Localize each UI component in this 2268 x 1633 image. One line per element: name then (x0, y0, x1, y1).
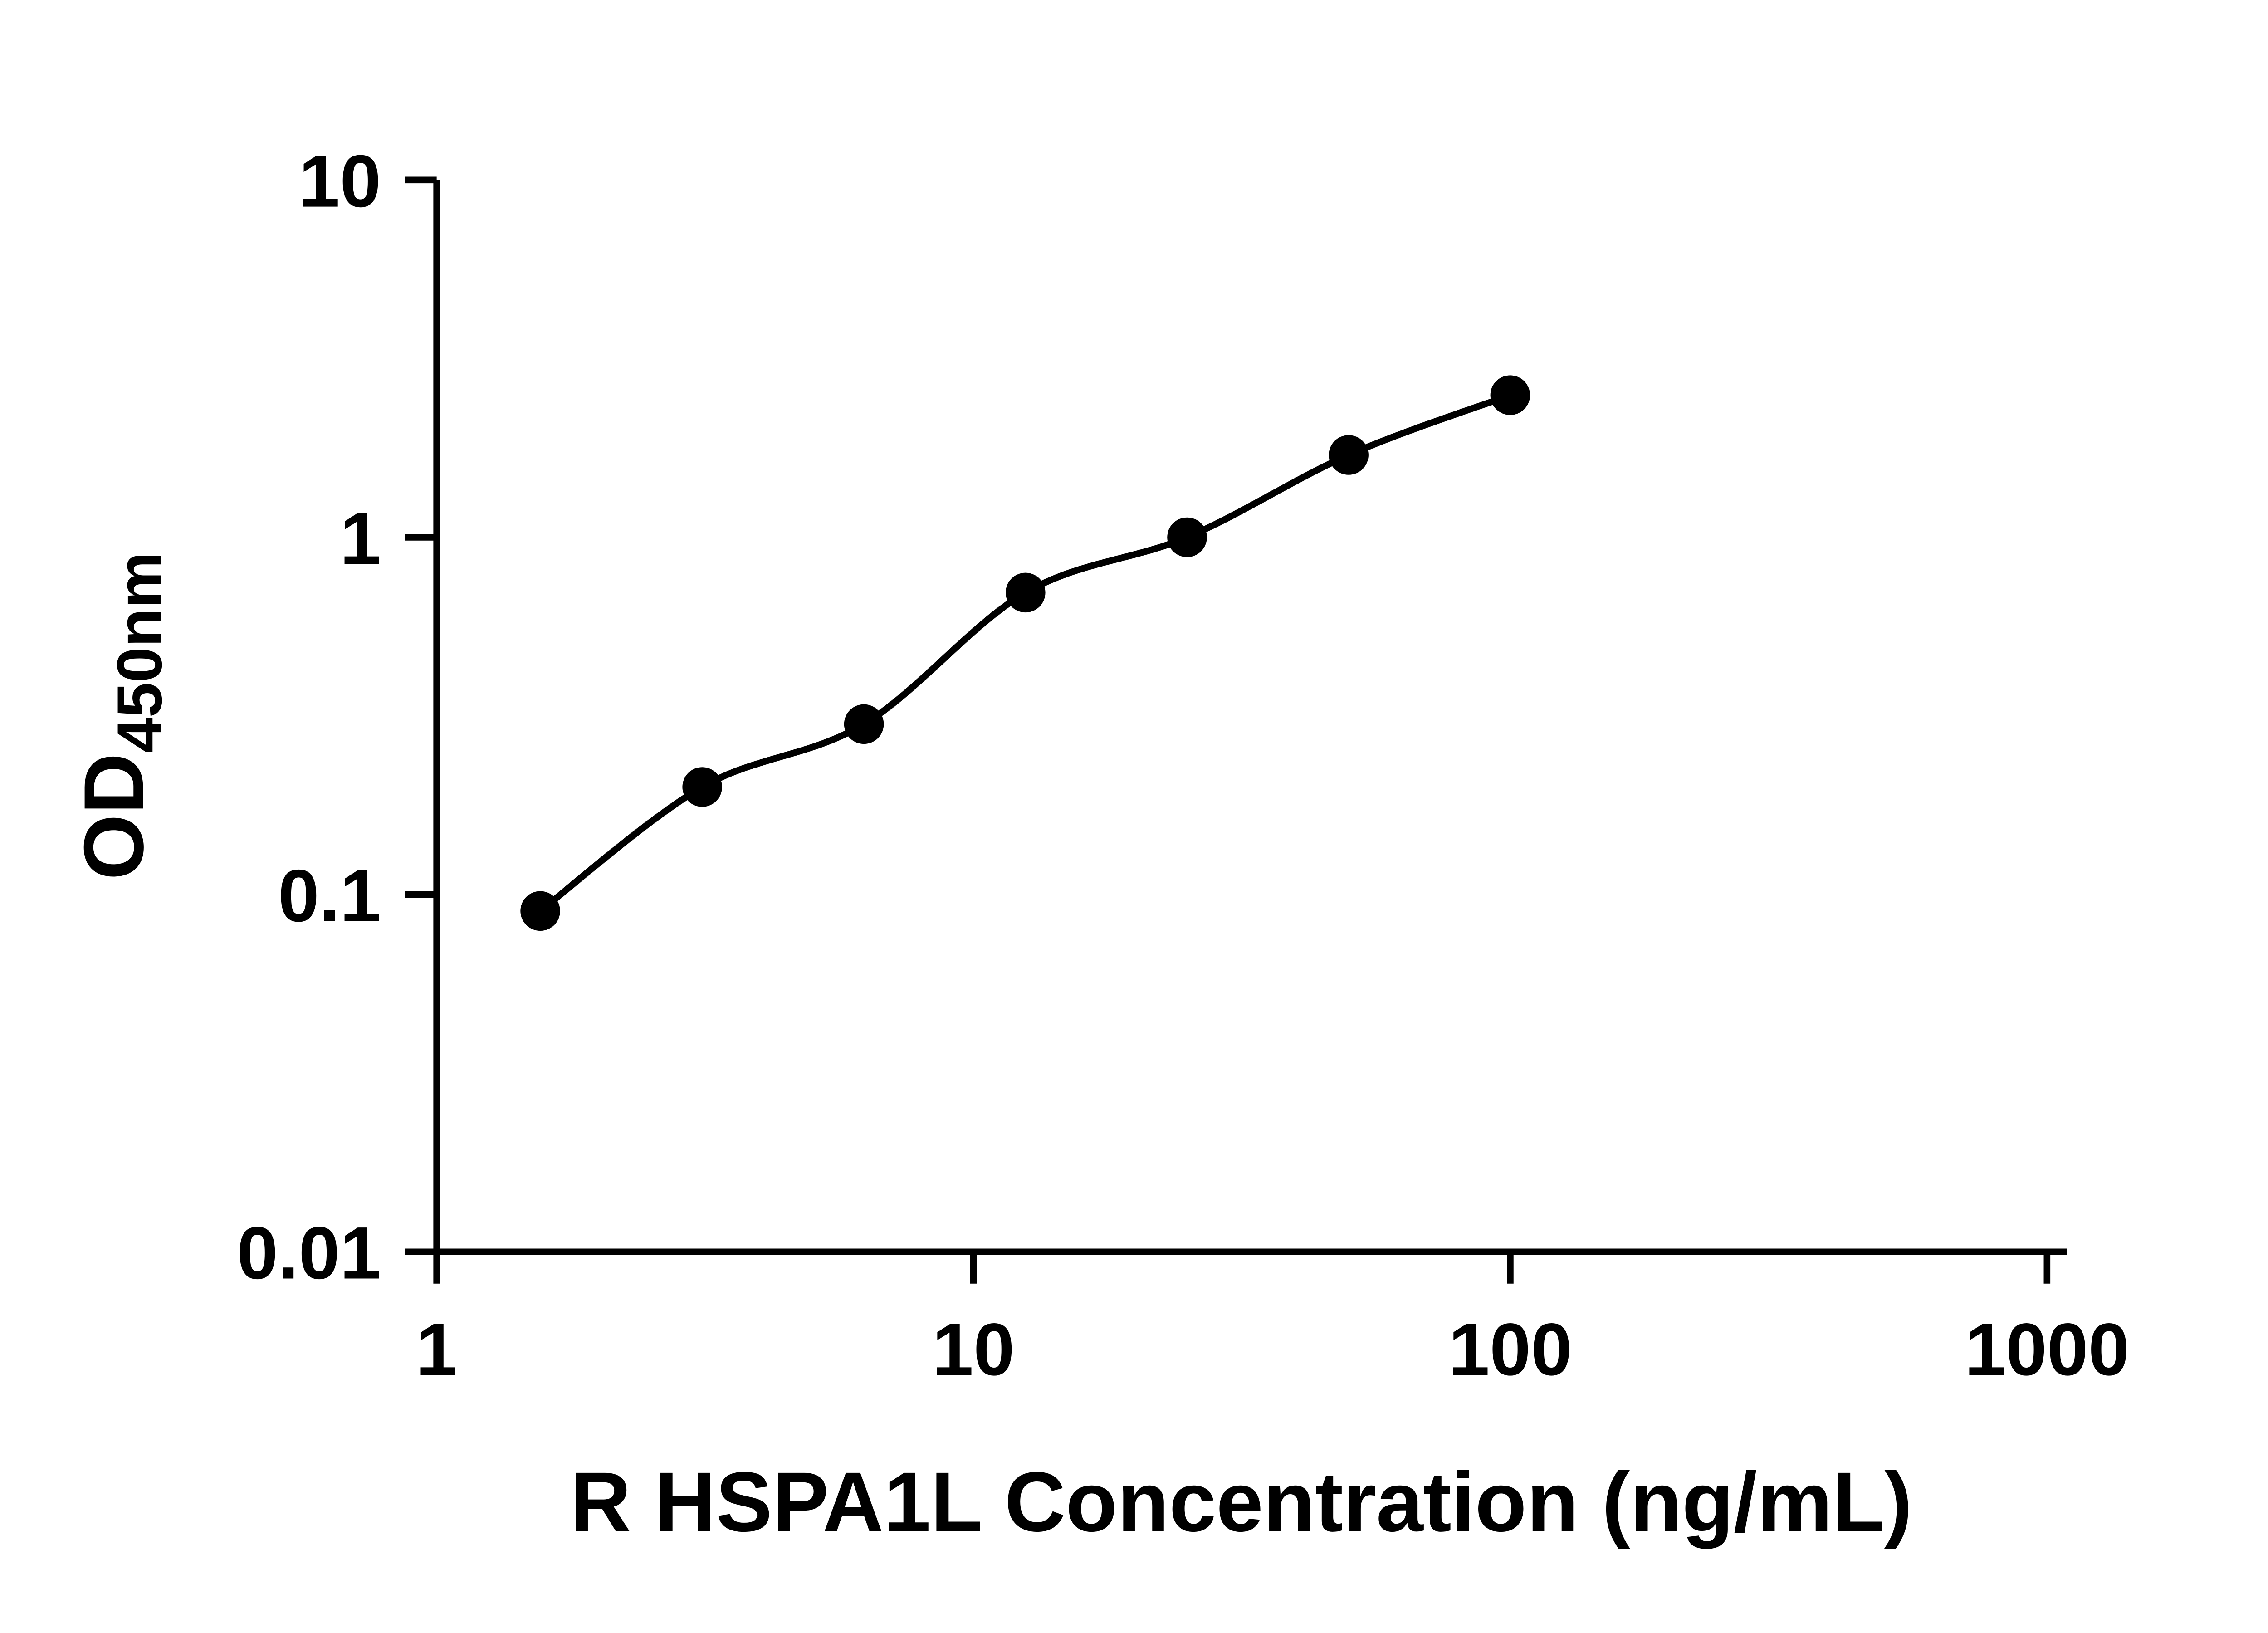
data-point-marker (1167, 517, 1207, 557)
data-point-marker (1490, 375, 1530, 415)
data-point-marker (1006, 572, 1046, 613)
y-tick-label: 10 (298, 140, 381, 223)
data-point-marker (1329, 435, 1369, 475)
curve-and-points (520, 375, 1530, 931)
y-axis-title: OD450nm (66, 552, 175, 880)
axes (405, 176, 2067, 1284)
y-axis-title-main: OD (66, 753, 161, 880)
tick-labels: 1 10 100 1000 10 1 0.1 0.01 (237, 140, 2129, 1391)
y-axis-title-subscript: 450nm (104, 552, 175, 753)
y-tick-label: 1 (340, 497, 381, 580)
x-tick-label: 1 (416, 1308, 457, 1391)
data-point-marker (682, 767, 722, 807)
data-point-marker (520, 891, 560, 931)
y-tick-label: 0.1 (278, 854, 381, 937)
data-point-marker (844, 704, 884, 744)
y-tick-label: 0.01 (237, 1212, 381, 1295)
x-tick-label: 10 (932, 1308, 1015, 1391)
x-tick-label: 1000 (1965, 1308, 2129, 1391)
x-tick-label: 100 (1448, 1308, 1572, 1391)
fitted-curve (538, 392, 1511, 914)
x-axis-title: R HSPA1L Concentration (ng/mL) (570, 1454, 1912, 1549)
